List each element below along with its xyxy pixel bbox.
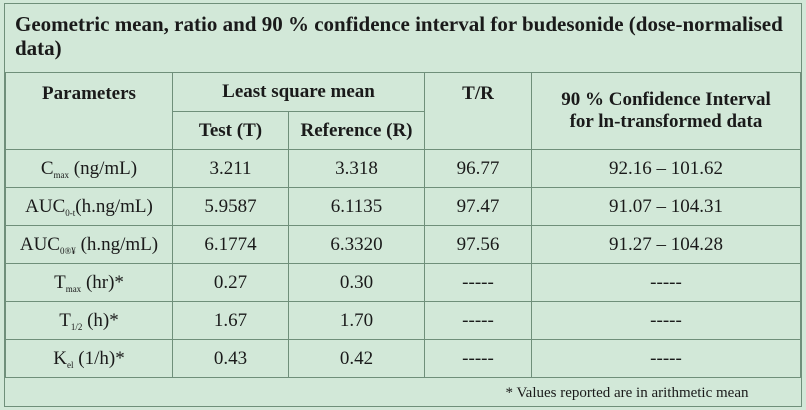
cell-test: 6.1774 — [172, 225, 289, 264]
cell-ci: ----- — [531, 301, 801, 340]
cell-ci: 92.16 – 101.62 — [531, 149, 801, 188]
table-row: Tmax (hr)* 0.27 0.30 ----- ----- — [5, 263, 801, 302]
cell-tr: ----- — [424, 263, 532, 302]
cell-tr: 97.56 — [424, 225, 532, 264]
cell-test: 0.27 — [172, 263, 289, 302]
parameter-subscript: max — [65, 283, 82, 294]
cell-tr: ----- — [424, 301, 532, 340]
parameter-symbol: K — [53, 347, 68, 369]
cell-parameter: Kel (1/h)* — [5, 339, 173, 378]
cell-tr: 97.47 — [424, 187, 532, 226]
table-row: Cmax (ng/mL) 3.211 3.318 96.77 92.16 – 101.6… — [5, 149, 801, 188]
table-frame: Geometric mean, ratio and 90 % confidenc… — [4, 3, 802, 408]
cell-reference: 0.30 — [288, 263, 425, 302]
footnote: * Values reported are in arithmetic mean — [5, 377, 801, 408]
cell-test: 3.211 — [172, 149, 289, 188]
table-row: Kel (1/h)* 0.43 0.42 ----- ----- — [5, 339, 801, 378]
cell-parameter: AUC0®¥ (h.ng/mL) — [5, 225, 173, 264]
parameter-symbol: T — [54, 271, 66, 293]
cell-ci: ----- — [531, 339, 801, 378]
table-title: Geometric mean, ratio and 90 % confidenc… — [15, 12, 783, 60]
cell-reference: 0.42 — [288, 339, 425, 378]
table-row: AUC0-t(h.ng/mL) 5.9587 6.1135 97.47 91.07 – … — [5, 187, 801, 226]
header-ci-line2: for ln-transformed data — [569, 111, 763, 132]
cell-reference: 6.3320 — [288, 225, 425, 264]
parameter-symbol: AUC — [19, 233, 60, 255]
cell-parameter: AUC0-t(h.ng/mL) — [5, 187, 173, 226]
table-row: AUC0®¥ (h.ng/mL) 6.1774 6.3320 97.56 91.27 –… — [5, 225, 801, 264]
cell-parameter: Cmax (ng/mL) — [5, 149, 173, 188]
header-ci-line1: 90 % Confidence Interval — [561, 89, 771, 110]
cell-tr: ----- — [424, 339, 532, 378]
parameter-unit: (h.ng/mL) — [75, 195, 153, 217]
parameter-unit: (1/h)* — [73, 347, 125, 369]
cell-reference: 3.318 — [288, 149, 425, 188]
cell-ci: ----- — [531, 263, 801, 302]
header-confidence-interval: 90 % Confidence Interval for ln-transfor… — [531, 72, 801, 150]
header-reference: Reference (R) — [288, 111, 425, 150]
cell-ci: 91.27 – 104.28 — [531, 225, 801, 264]
cell-test: 5.9587 — [172, 187, 289, 226]
cell-parameter: T1/2 (h)* — [5, 301, 173, 340]
cell-tr: 96.77 — [424, 149, 532, 188]
cell-parameter: Tmax (hr)* — [5, 263, 173, 302]
cell-reference: 1.70 — [288, 301, 425, 340]
parameter-unit: (hr)* — [81, 271, 124, 293]
parameter-symbol: T — [59, 309, 71, 331]
parameter-subscript: max — [53, 169, 70, 180]
parameter-unit: (ng/mL) — [69, 157, 138, 179]
parameter-subscript: 0®¥ — [59, 245, 76, 256]
cell-ci: 91.07 – 104.31 — [531, 187, 801, 226]
results-table: Parameters Least square mean T/R 90 % Co… — [5, 72, 801, 408]
parameter-unit: (h.ng/mL) — [75, 233, 159, 255]
parameter-unit: (h)* — [82, 309, 119, 331]
cell-reference: 6.1135 — [288, 187, 425, 226]
parameter-symbol: AUC — [25, 195, 66, 217]
parameter-subscript: 0-t — [65, 207, 76, 218]
cell-test: 1.67 — [172, 301, 289, 340]
cell-test: 0.43 — [172, 339, 289, 378]
header-test: Test (T) — [172, 111, 289, 150]
parameter-subscript: 1/2 — [70, 321, 83, 332]
header-tr: T/R — [424, 72, 532, 150]
parameter-subscript: el — [67, 359, 74, 370]
header-parameters: Parameters — [5, 72, 173, 150]
header-least-square-mean: Least square mean — [172, 72, 425, 112]
parameter-symbol: C — [40, 157, 54, 179]
table-row: T1/2 (h)* 1.67 1.70 ----- ----- — [5, 301, 801, 340]
